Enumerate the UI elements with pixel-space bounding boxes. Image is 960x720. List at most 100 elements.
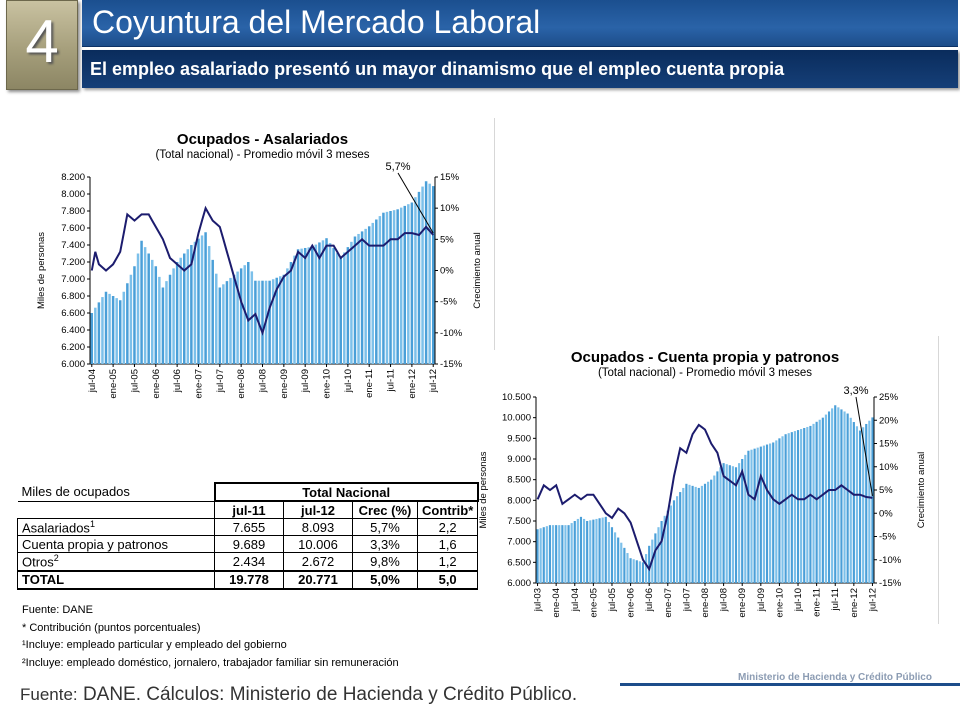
bar — [211, 259, 214, 364]
bar — [815, 421, 818, 583]
table-cell: 7.655 — [214, 517, 284, 537]
bar — [179, 257, 182, 364]
y-tick-label: 8.000 — [507, 495, 531, 506]
bar — [243, 265, 246, 364]
bar — [204, 232, 207, 364]
y-tick-label: 7.600 — [61, 223, 85, 234]
bar — [158, 276, 161, 364]
source-line: Fuente: DANE. Cálculos: Ministerio de Ha… — [20, 684, 577, 706]
y2-tick-label: 15% — [879, 439, 899, 450]
x-tick-label: jul-05 — [607, 588, 618, 612]
table-cell: 2.672 — [283, 552, 353, 572]
table-row-label: Otros — [22, 554, 54, 570]
bar — [218, 287, 222, 364]
y2-tick-label: 5% — [440, 234, 454, 245]
chart2-divider — [938, 336, 939, 624]
y-axis-label: Miles de personas — [478, 451, 489, 528]
x-tick-label: ene-12 — [849, 588, 860, 618]
y2-tick-label: -15% — [440, 359, 463, 370]
table-row-label: Cuenta propia y patronos — [22, 536, 168, 552]
bar — [140, 240, 143, 364]
bar — [108, 293, 111, 364]
bar — [843, 411, 846, 583]
bar — [314, 244, 318, 364]
bar — [858, 430, 862, 583]
bar — [382, 212, 385, 364]
bar — [279, 276, 282, 364]
bar — [385, 211, 389, 364]
x-tick-label: jul-12 — [867, 588, 878, 612]
bar — [601, 517, 604, 583]
bar — [558, 525, 561, 583]
table-row-label: TOTAL — [17, 569, 215, 590]
bar — [364, 228, 367, 364]
bar — [147, 253, 150, 364]
bar — [753, 448, 756, 583]
bar — [165, 281, 168, 364]
bar — [604, 516, 607, 583]
x-tick-label: jul-07 — [215, 369, 226, 393]
bar — [200, 235, 204, 364]
bar — [592, 519, 595, 583]
x-tick-label: ene-08 — [700, 588, 711, 618]
bar — [685, 483, 688, 583]
bar — [101, 297, 104, 364]
x-tick-label: ene-10 — [774, 588, 785, 618]
bar — [311, 246, 314, 364]
bar — [428, 183, 431, 364]
source-label: Fuente: — [20, 685, 78, 704]
bar — [215, 273, 218, 364]
bar — [806, 426, 809, 583]
bar — [710, 479, 713, 583]
bar — [225, 281, 229, 364]
bar — [707, 481, 710, 583]
bar — [713, 475, 716, 583]
bar — [793, 431, 797, 583]
bar — [790, 432, 793, 583]
bar — [623, 547, 626, 583]
bar — [846, 413, 849, 583]
table-cell: 1,2 — [416, 552, 479, 572]
bar — [357, 233, 360, 364]
bar — [328, 243, 332, 364]
x-tick-label: ene-05 — [588, 588, 599, 618]
bar — [232, 274, 236, 364]
bar — [551, 525, 555, 583]
x-tick-label: jul-12 — [428, 369, 439, 393]
bar — [688, 484, 691, 583]
bar — [126, 283, 129, 364]
slide-title: Coyuntura del Mercado Laboral — [92, 4, 541, 40]
bar — [555, 525, 558, 583]
bar — [837, 407, 840, 583]
bar — [154, 266, 158, 364]
bar — [734, 467, 738, 583]
bar — [403, 205, 407, 364]
bar — [700, 485, 703, 583]
y-tick-label: 7.000 — [507, 537, 531, 548]
bar — [641, 562, 645, 583]
y-axis-label: Miles de personas — [36, 232, 47, 309]
bar — [261, 280, 264, 364]
table-row-total: TOTAL 19.778 20.771 5,0% 5,0 — [17, 569, 479, 590]
bar — [303, 247, 307, 364]
chart-subtitle: (Total nacional) - Promedio móvil 3 mese… — [598, 367, 812, 379]
bar — [346, 247, 350, 364]
bar — [827, 411, 831, 583]
bar — [343, 252, 346, 364]
y-tick-label: 6.000 — [61, 359, 85, 370]
bar — [654, 533, 657, 583]
table-cell: 8.093 — [283, 517, 353, 537]
x-tick-label: jul-10 — [793, 588, 804, 612]
x-tick-label: jul-04 — [87, 369, 98, 393]
y2-tick-label: 0% — [440, 266, 454, 277]
subtitle-bar: El empleo asalariado presentó un mayor d… — [82, 50, 958, 88]
bar — [392, 210, 396, 364]
bar — [268, 280, 271, 364]
table-cell: 3,3% — [352, 535, 418, 554]
bar — [545, 526, 548, 583]
x-tick-label: ene-05 — [108, 369, 119, 399]
bar — [800, 429, 803, 583]
bar — [193, 241, 197, 364]
bar — [399, 207, 403, 364]
table-cell: 19.778 — [214, 569, 284, 590]
